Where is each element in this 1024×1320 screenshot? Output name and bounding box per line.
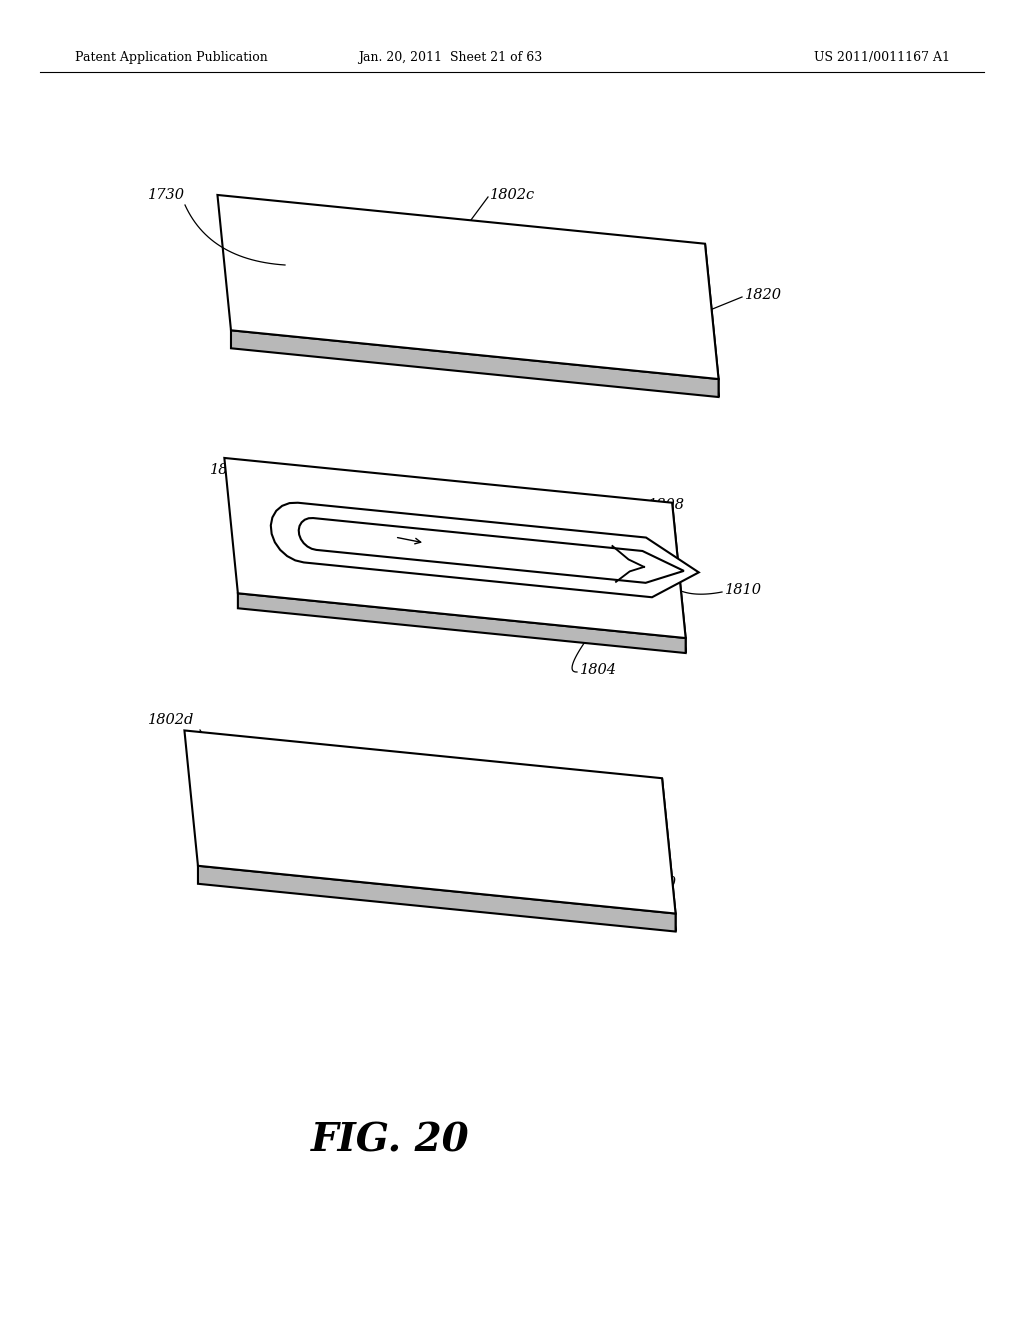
Polygon shape [705, 244, 719, 397]
Text: Jan. 20, 2011  Sheet 21 of 63: Jan. 20, 2011 Sheet 21 of 63 [357, 51, 542, 65]
Text: 1804: 1804 [580, 663, 617, 677]
Polygon shape [231, 330, 719, 397]
Polygon shape [184, 730, 676, 913]
Text: 1802c: 1802c [490, 187, 536, 202]
Text: 903: 903 [248, 564, 275, 577]
Polygon shape [672, 503, 686, 653]
Polygon shape [224, 458, 686, 638]
Text: 1820: 1820 [745, 288, 782, 302]
Polygon shape [299, 517, 684, 583]
Polygon shape [663, 779, 676, 932]
Text: 1810: 1810 [725, 583, 762, 597]
Text: 1806: 1806 [638, 623, 675, 638]
Polygon shape [270, 503, 698, 597]
Text: Patent Application Publication: Patent Application Publication [75, 51, 267, 65]
Text: US 2011/0011167 A1: US 2011/0011167 A1 [814, 51, 950, 65]
Text: FIG. 20: FIG. 20 [310, 1121, 469, 1159]
Polygon shape [238, 593, 686, 653]
Text: 1730: 1730 [148, 187, 185, 202]
Polygon shape [198, 866, 676, 932]
Polygon shape [217, 195, 719, 379]
Text: 1840: 1840 [640, 876, 677, 890]
Text: 1802d: 1802d [148, 713, 195, 727]
Text: 1830: 1830 [210, 463, 247, 477]
Text: 1808: 1808 [648, 498, 685, 512]
